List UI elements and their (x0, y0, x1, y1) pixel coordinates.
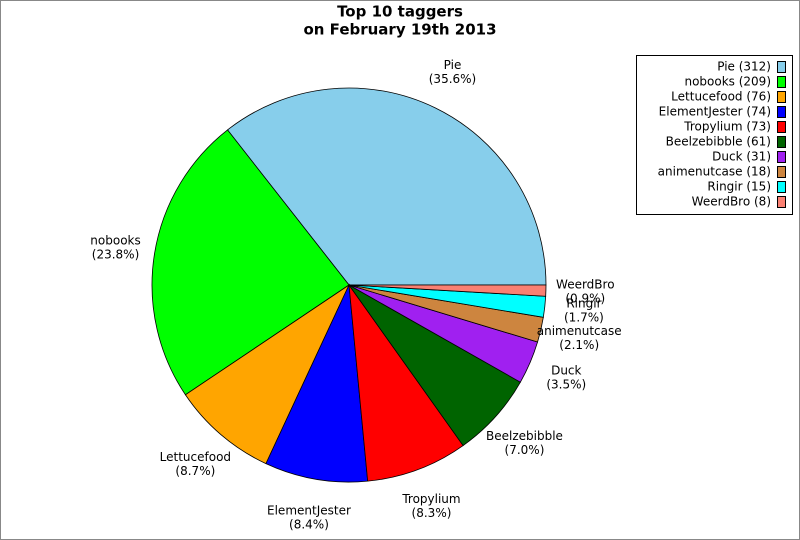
slice-percent: (3.5%) (546, 378, 586, 392)
slice-label: animenutcase (537, 324, 622, 338)
legend-swatch (777, 61, 786, 73)
pie-slice (226, 87, 547, 286)
legend-box (636, 55, 793, 215)
legend-label: nobooks (209) (684, 75, 771, 89)
chart-title: Top 10 taggers (337, 3, 463, 21)
legend-label: Ringir (15) (707, 180, 771, 194)
legend-swatch (777, 121, 786, 133)
slice-label: Tropylium (401, 492, 460, 506)
legend-label: Duck (31) (712, 150, 771, 164)
slice-label: nobooks (90, 233, 140, 247)
slice-label: Beelzebibble (486, 429, 563, 443)
legend-label: Beelzebibble (61) (666, 135, 771, 149)
slice-label: Pie (444, 58, 462, 72)
chart-title: on February 19th 2013 (303, 21, 496, 39)
legend-swatch (777, 106, 786, 118)
slice-percent: (1.7%) (564, 311, 604, 325)
pie-slice (151, 129, 350, 396)
slice-percent: (35.6%) (429, 72, 476, 86)
pie-slice (348, 283, 464, 482)
slice-percent: (7.0%) (505, 443, 545, 457)
legend-label: Lettucefood (76) (671, 90, 771, 104)
legend-label: Pie (312) (717, 60, 771, 74)
pie-slice (348, 284, 547, 297)
pie-slice (184, 283, 350, 465)
legend-label: Tropylium (73) (683, 120, 771, 134)
legend-swatch (777, 196, 786, 208)
legend-label: animenutcase (18) (658, 165, 771, 179)
slice-percent: (23.8%) (92, 247, 139, 261)
legend-swatch (777, 166, 786, 178)
slice-label: Duck (551, 364, 581, 378)
legend-swatch (777, 76, 786, 88)
legend-label: ElementJester (74) (659, 105, 771, 119)
legend-label: WeerdBro (8) (692, 195, 771, 209)
slice-label: WeerdBro (556, 277, 615, 291)
legend-swatch (777, 136, 786, 148)
slice-label: ElementJester (267, 503, 351, 517)
slice-percent: (0.9%) (565, 291, 605, 305)
legend-swatch (777, 91, 786, 103)
slice-percent: (2.1%) (559, 338, 599, 352)
slice-label: Ringir (566, 297, 601, 311)
slice-label: Lettucefood (160, 450, 231, 464)
slice-percent: (8.7%) (175, 464, 215, 478)
pie-slice (265, 283, 369, 483)
slice-percent: (8.3%) (412, 506, 452, 520)
legend-swatch (777, 181, 786, 193)
slice-percent: (8.4%) (289, 517, 329, 531)
legend-swatch (777, 151, 786, 163)
